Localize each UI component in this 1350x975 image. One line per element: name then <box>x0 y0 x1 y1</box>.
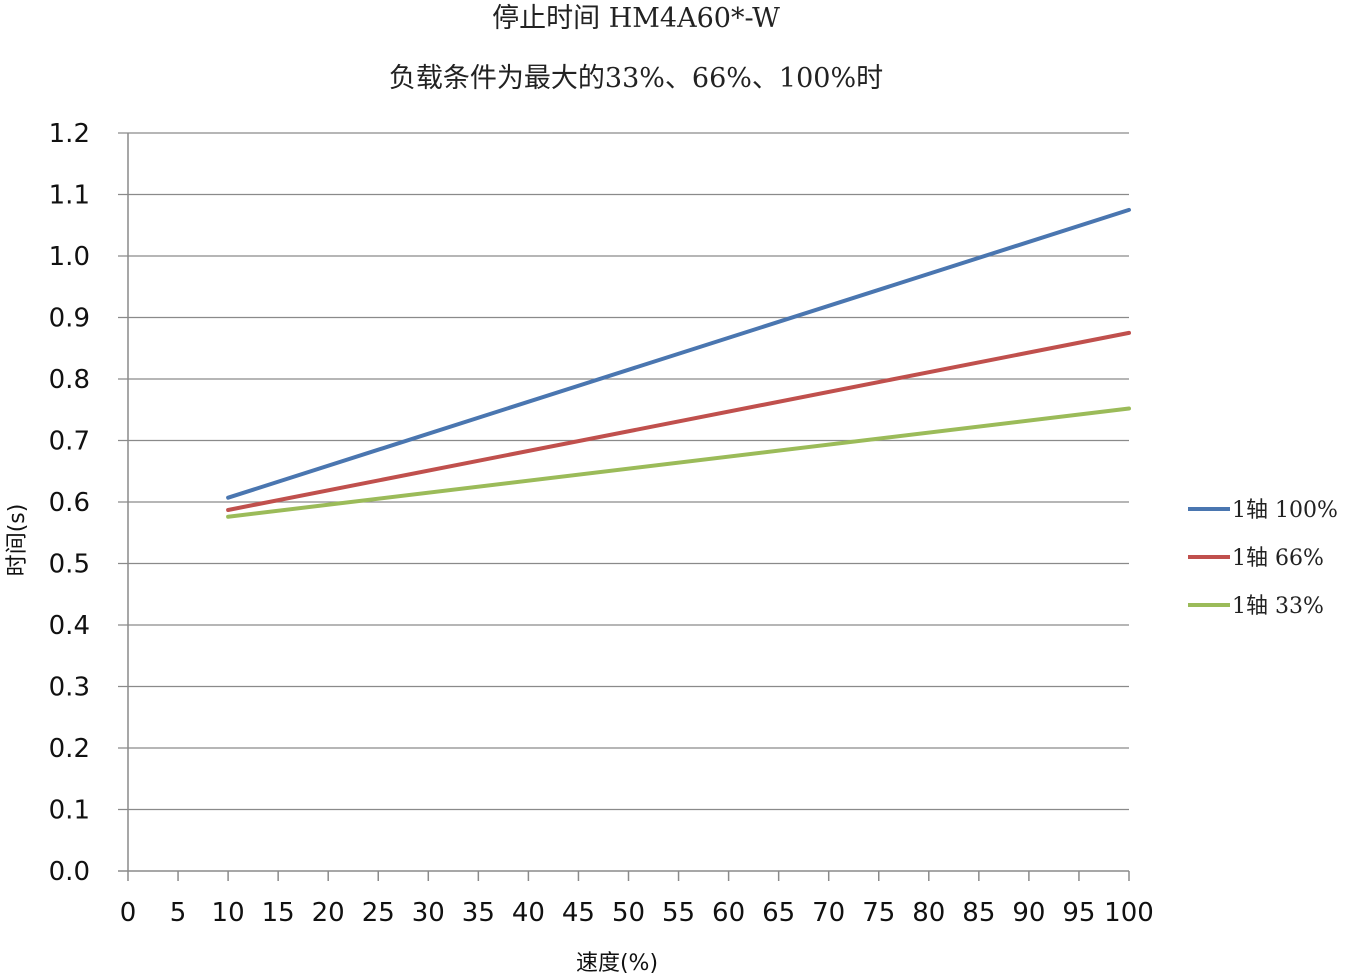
x-axis-label: 速度(%) <box>576 951 658 975</box>
y-tick-label: 0.9 <box>49 304 90 334</box>
legend-label: 1轴 66% <box>1232 546 1324 571</box>
y-tick-label: 0.5 <box>49 550 90 580</box>
x-tick-label: 95 <box>1062 898 1095 928</box>
y-tick-label: 0.4 <box>49 611 90 641</box>
x-tick-label: 15 <box>262 898 295 928</box>
x-tick-label: 90 <box>1012 898 1045 928</box>
x-tick-label: 35 <box>462 898 495 928</box>
legend-label: 1轴 33% <box>1232 594 1324 619</box>
x-tick-label: 30 <box>412 898 445 928</box>
x-tick-label: 25 <box>362 898 395 928</box>
gridlines <box>118 132 1129 811</box>
y-tick-label: 0.8 <box>49 365 90 395</box>
y-tick-label: 0.7 <box>49 427 90 457</box>
x-tick-label: 100 <box>1104 898 1154 928</box>
y-tick-label: 0.3 <box>49 673 90 703</box>
x-tick-label: 10 <box>212 898 245 928</box>
series-line-3 <box>226 406 1131 519</box>
y-tick-label: 0.6 <box>49 488 90 518</box>
series-line-2 <box>226 330 1131 512</box>
y-tick-label: 0.2 <box>49 734 90 764</box>
y-tick-label: 1.2 <box>49 119 90 149</box>
series-lines <box>226 207 1131 519</box>
y-tick-label: 0.1 <box>49 796 90 826</box>
chart-title: 停止时间 HM4A60*-W <box>492 3 780 34</box>
x-tick-label: 50 <box>612 898 645 928</box>
x-tick-label: 0 <box>120 898 137 928</box>
x-tick-label: 70 <box>812 898 845 928</box>
series-line-1 <box>226 207 1131 500</box>
x-tick-label: 55 <box>662 898 695 928</box>
x-tick-label: 75 <box>862 898 895 928</box>
chart-subtitle: 负载条件为最大的33%、66%、100%时 <box>389 63 883 94</box>
axes: 0.0 0.1 0.2 0.3 0.4 0.5 0.6 0.7 0.8 0.9 1.0 1.1 1.2 0… <box>49 119 1154 928</box>
legend: 1轴 100% 1轴 66% 1轴 33% <box>1188 498 1338 619</box>
y-tick-label: 1.0 <box>49 242 90 272</box>
x-tick-label: 80 <box>912 898 945 928</box>
x-tick-label: 20 <box>312 898 345 928</box>
legend-label: 1轴 100% <box>1232 498 1338 523</box>
x-tick-label: 5 <box>170 898 187 928</box>
x-tick-label: 85 <box>962 898 995 928</box>
y-tick-label: 1.1 <box>49 181 90 211</box>
y-tick-label: 0.0 <box>49 857 90 887</box>
x-tick-label: 45 <box>562 898 595 928</box>
x-tick-label: 60 <box>712 898 745 928</box>
x-tick-label: 65 <box>762 898 795 928</box>
y-axis-label: 时间(s) <box>5 504 30 577</box>
x-tick-label: 40 <box>512 898 545 928</box>
